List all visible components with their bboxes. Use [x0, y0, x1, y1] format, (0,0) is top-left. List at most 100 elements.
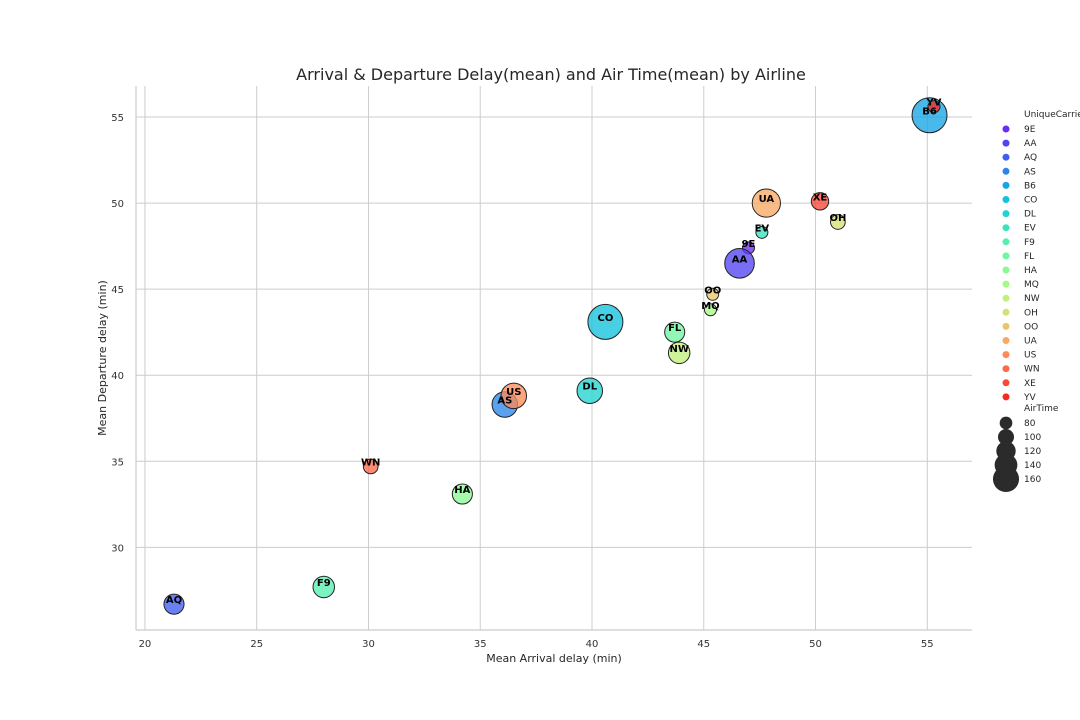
point-ha [451, 483, 473, 505]
point-label-aq: AQ [166, 595, 182, 606]
legend-entry-ha: HA [1024, 266, 1038, 276]
legend-marker-nw [1002, 294, 1010, 302]
legend-size-entry: 120 [1024, 447, 1041, 457]
y-tick-label: 45 [111, 285, 124, 296]
legend-entry-ev: EV [1024, 224, 1037, 234]
legend-entry-us: US [1024, 351, 1037, 361]
legend-entry-mq: MQ [1024, 280, 1039, 290]
legend: UniqueCarrier 9E AA AQ AS B6 CO DL EV F9 FL HA MQ NW… [992, 110, 1080, 493]
legend-entry-xe: XE [1024, 379, 1036, 389]
legend-entry-nw: NW [1024, 294, 1040, 304]
legend-entry-oo: OO [1024, 322, 1038, 332]
point-label-fl: FL [668, 323, 682, 334]
legend-marker-ev [1002, 224, 1010, 232]
legend-marker-fl [1002, 252, 1010, 260]
x-tick-label: 35 [474, 639, 487, 650]
point-label-oo: OO [704, 285, 721, 296]
legend-size-entry: 80 [1024, 419, 1036, 429]
point-label-nw: NW [669, 344, 688, 355]
point-label-b6: B6 [922, 106, 937, 117]
legend-marker-b6 [1002, 181, 1010, 189]
legend-marker-us [1002, 351, 1010, 359]
y-axis-label: Mean Departure delay (min) [96, 280, 109, 436]
legend-marker-oo [1002, 322, 1010, 330]
legend-marker-xe [1002, 379, 1010, 387]
x-tick-label: 50 [809, 639, 822, 650]
legend-entry-oh: OH [1024, 308, 1038, 318]
point-label-as: AS [497, 395, 512, 406]
legend-entry-aq: AQ [1024, 153, 1037, 163]
y-tick-label: 40 [111, 371, 124, 382]
point-f9 [312, 575, 336, 599]
point-xe [810, 192, 830, 211]
legend-marker-co [1002, 196, 1010, 203]
legend-marker-f9 [1002, 238, 1010, 246]
legend-entry-b6: B6 [1024, 181, 1036, 191]
y-tick-label: 50 [111, 199, 124, 210]
x-tick-label: 45 [697, 639, 710, 650]
point-oh [830, 214, 846, 230]
legend-entry-dl: DL [1024, 210, 1036, 220]
point-label-ev: EV [755, 223, 770, 234]
x-tick-label: 25 [250, 639, 263, 650]
legend-entry-9e: 9E [1024, 125, 1036, 135]
point-nw [667, 341, 691, 365]
data-points [163, 97, 948, 615]
point-aq [163, 593, 185, 615]
legend-marker-aa [1002, 139, 1010, 147]
point-label-dl: DL [582, 382, 597, 393]
y-tick-label: 30 [111, 543, 124, 554]
point-label-f9: F9 [317, 578, 331, 589]
y-tick-label: 55 [111, 113, 124, 124]
point-labels: 9E AA AQ AS B6 CO DL EV F9 FL HA MQ NW OH OO UA US WN XE YV [166, 98, 942, 607]
legend-marker-ha [1002, 266, 1010, 274]
legend-marker-ua [1002, 337, 1010, 344]
point-yv [927, 100, 941, 114]
legend-entry-wn: WN [1024, 365, 1040, 375]
point-label-co: CO [597, 313, 613, 324]
point-ua [751, 188, 781, 218]
point-label-wn: WN [361, 457, 380, 468]
point-label-yv: YV [926, 98, 942, 109]
x-tick-label: 20 [139, 639, 152, 650]
point-label-mq: MQ [701, 301, 719, 312]
point-label-9e: 9E [742, 239, 756, 250]
grid-lines [136, 86, 972, 630]
legend-marker-wn [1002, 365, 1010, 373]
legend-size-marker [997, 428, 1015, 446]
legend-marker-mq [1002, 280, 1010, 288]
point-dl [576, 377, 604, 404]
point-label-aa: AA [732, 254, 748, 265]
point-wn [362, 458, 379, 475]
legend-marker-oh [1002, 308, 1010, 316]
x-tick-label: 40 [586, 639, 599, 650]
x-tick-label: 55 [921, 639, 934, 650]
point-oo [706, 287, 720, 301]
legend-size-entry: 100 [1024, 433, 1041, 443]
legend-marker-9e [1002, 125, 1010, 133]
legend-marker-as [1002, 167, 1010, 175]
x-axis-label: Mean Arrival delay (min) [486, 652, 622, 665]
legend-marker-dl [1002, 210, 1010, 218]
point-co [587, 303, 624, 340]
point-label-oh: OH [829, 213, 846, 224]
legend-size-entry: 160 [1024, 475, 1041, 485]
axes [135, 86, 972, 631]
legend-size-entry: 140 [1024, 461, 1041, 471]
tick-labels: 20 25 30 35 40 45 50 55 30 35 40 45 50 55 [111, 113, 933, 650]
chart-title: Arrival & Departure Delay(mean) and Air … [296, 65, 806, 84]
legend-entry-co: CO [1024, 196, 1037, 206]
point-label-xe: XE [813, 192, 828, 203]
legend-marker-aq [1002, 153, 1010, 161]
x-tick-label: 30 [362, 639, 375, 650]
legend-size-marker [992, 465, 1020, 493]
legend-entry-yv: YV [1023, 393, 1036, 403]
legend-marker-yv [1002, 393, 1010, 401]
point-mq [703, 303, 717, 317]
legend-hue-title: UniqueCarrier [1024, 110, 1080, 120]
point-fl [664, 321, 686, 343]
legend-entry-f9: F9 [1024, 238, 1035, 248]
legend-size-title: AirTime [1024, 404, 1059, 414]
point-ev [755, 225, 769, 239]
